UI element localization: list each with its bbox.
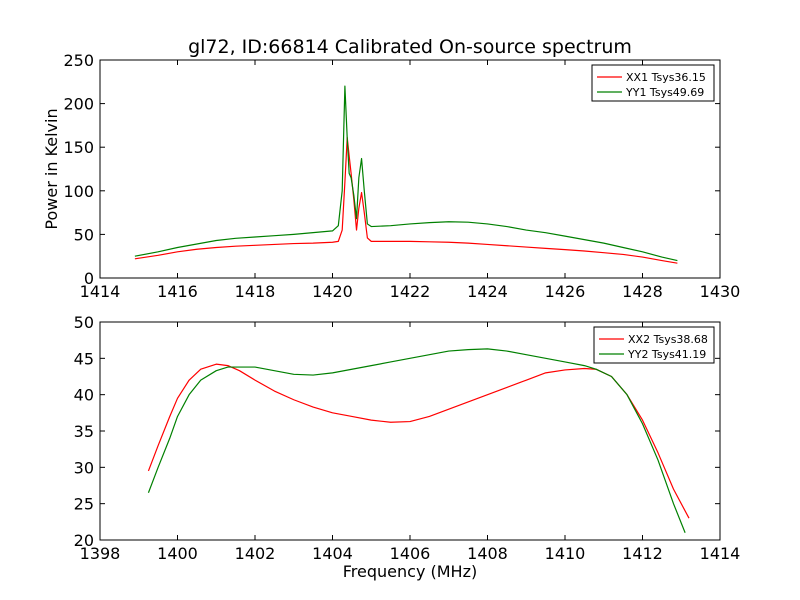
legend: XX2 Tsys38.68 YY2 Tsys41.19	[593, 326, 715, 364]
x-tick-label: 1424	[467, 282, 508, 301]
y-tick-label: 100	[63, 182, 94, 201]
y-tick-label: 45	[74, 349, 94, 368]
top-panel: 1414 1416 1418 1420 1422 1424 1426 1428 1430 0 50 1…	[42, 51, 740, 301]
x-tick-label: 1416	[157, 282, 198, 301]
legend: XX1 Tsys36.15 YY1 Tsys49.69	[591, 64, 715, 102]
x-tick-label: 1414	[80, 282, 121, 301]
x-tick-label: 1408	[467, 544, 508, 563]
series-line-2	[147, 348, 686, 533]
legend-label-2: YY1 Tsys49.69	[625, 86, 704, 99]
x-tick-label: 1420	[312, 282, 353, 301]
y-tick-label: 25	[74, 495, 94, 514]
y-tick-label: 30	[74, 458, 94, 477]
legend-box	[591, 64, 715, 102]
y-axis-label: Power in Kelvin	[42, 108, 61, 229]
y-tick-label: 150	[63, 138, 94, 157]
x-tick-label: 1428	[622, 282, 663, 301]
x-tick-label: 1430	[700, 282, 741, 301]
y-tick-label: 50	[74, 225, 94, 244]
legend-label-2: YY2 Tsys41.19	[627, 348, 706, 361]
chart-title: gl72, ID:66814 Calibrated On-source spec…	[188, 36, 632, 58]
legend-label-1: XX1 Tsys36.15	[626, 71, 706, 84]
x-tick-label: 1426	[545, 282, 586, 301]
x-tick-label: 1414	[700, 544, 741, 563]
series-line-2	[134, 85, 678, 262]
series-line-1	[134, 137, 678, 264]
x-tick-label: 1398	[80, 544, 121, 563]
x-axis-label: Frequency (MHz)	[343, 562, 477, 581]
y-tick-label: 35	[74, 422, 94, 441]
legend-box	[593, 326, 715, 364]
y-tick-label: 0	[84, 269, 94, 288]
y-tick-label: 250	[63, 51, 94, 70]
x-tick-label: 1410	[545, 544, 586, 563]
legend-label-1: XX2 Tsys38.68	[628, 333, 708, 346]
x-tick-label: 1422	[390, 282, 431, 301]
x-tick-label: 1404	[312, 544, 353, 563]
x-tick-label: 1406	[390, 544, 431, 563]
bottom-panel: 1398 1400 1402 1404 1406 1408 1410 1412 1414 20 25…	[74, 313, 741, 581]
x-tick-label: 1418	[235, 282, 276, 301]
y-tick-label: 200	[63, 95, 94, 114]
y-tick-label: 50	[74, 313, 94, 332]
y-tick-label: 40	[74, 386, 94, 405]
x-tick-label: 1400	[157, 544, 198, 563]
y-tick-label: 20	[74, 531, 94, 550]
x-tick-label: 1412	[622, 544, 663, 563]
x-tick-label: 1402	[235, 544, 276, 563]
